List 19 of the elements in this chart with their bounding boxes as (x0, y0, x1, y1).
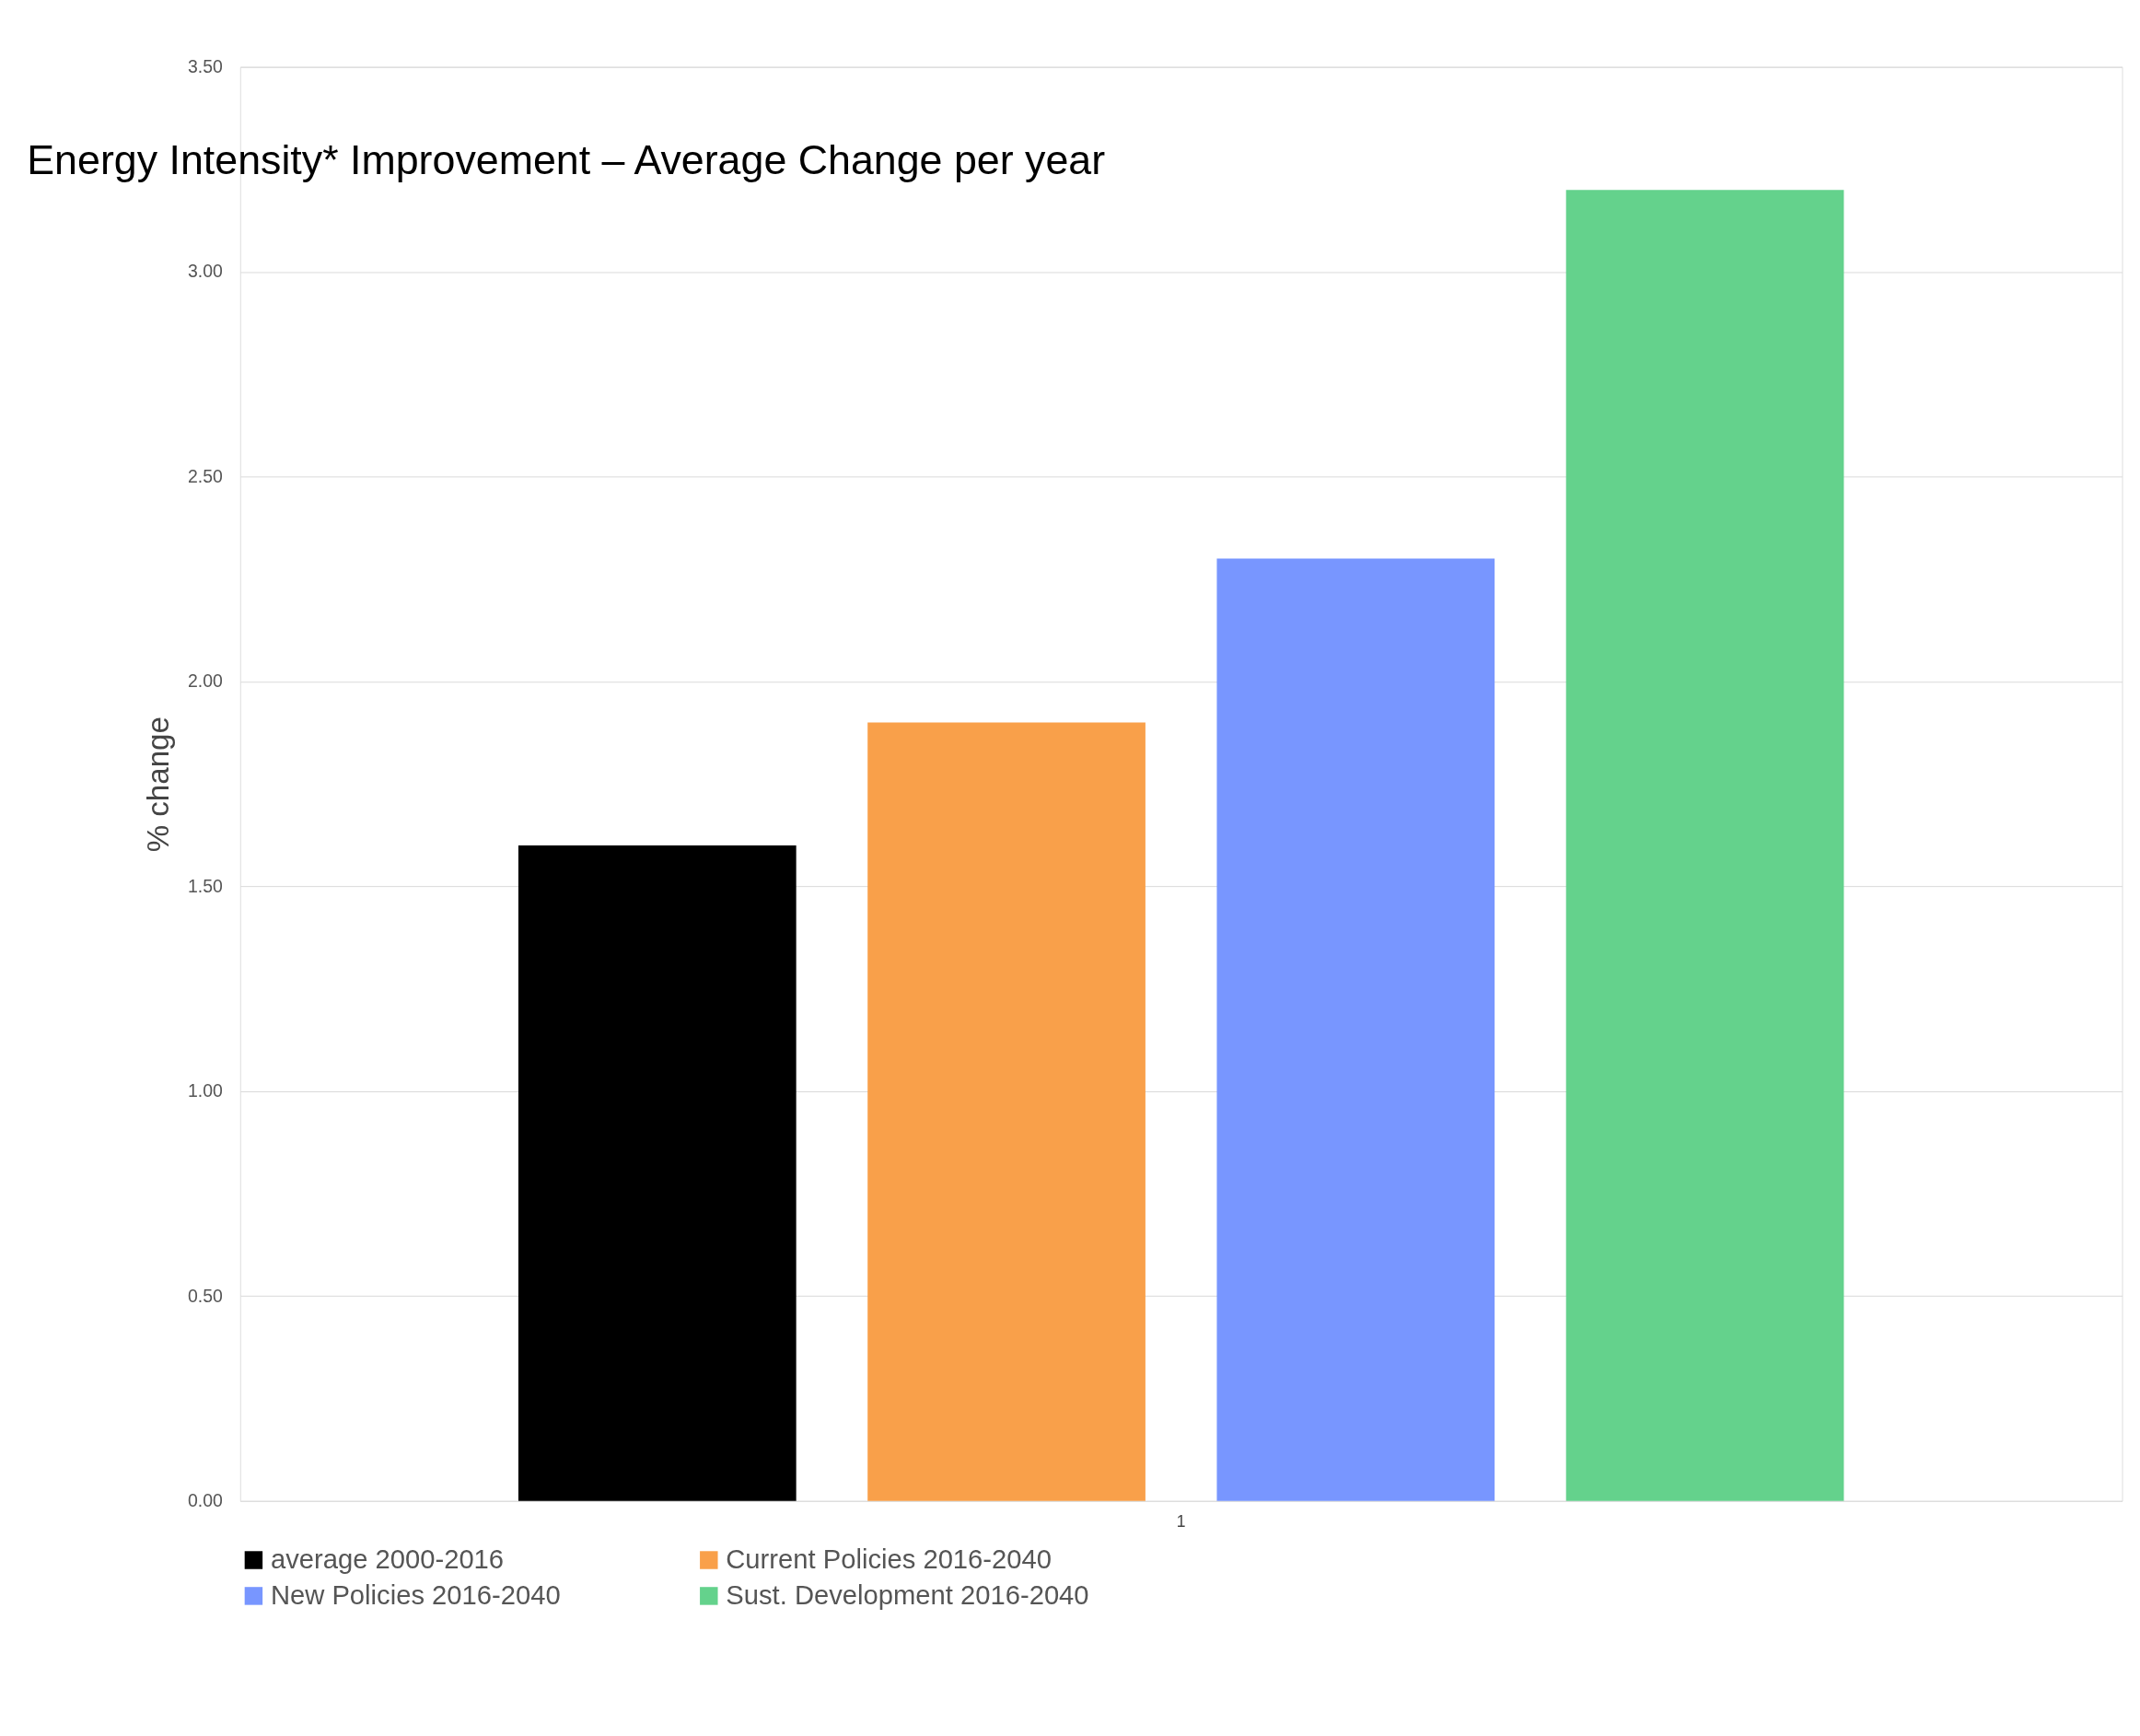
legend-label: New Policies 2016-2040 (270, 1579, 561, 1610)
bar (1216, 558, 1495, 1501)
y-tick-label: 0.00 (187, 1490, 224, 1511)
y-tick-label: 0.50 (187, 1285, 224, 1306)
y-tick-label: 1.00 (187, 1080, 224, 1101)
legend-label: Current Policies 2016-2040 (726, 1544, 1052, 1574)
y-tick-label: 2.00 (187, 670, 224, 692)
bar (1565, 190, 1844, 1501)
x-tick-label: 1 (1176, 1512, 1186, 1532)
y-axis-title: % change (140, 717, 175, 853)
text: Energy Intensity* Improvement – Average Change per year (27, 136, 1106, 183)
y-tick-label: 1.50 (187, 875, 224, 896)
y-tick-label: 3.00 (187, 261, 224, 282)
y-tick-label: 2.50 (187, 465, 224, 486)
legend-label: Sust. Development 2016-2040 (726, 1579, 1089, 1610)
bar (518, 845, 797, 1501)
bar (867, 722, 1146, 1501)
legend-label: average 2000-2016 (270, 1544, 505, 1574)
y-tick-label: 3.50 (187, 55, 224, 76)
